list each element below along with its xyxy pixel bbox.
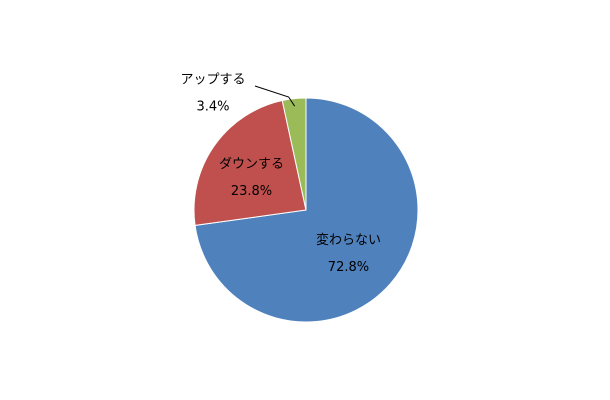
value-label: 72.8% [328, 260, 369, 275]
slice-label: 変わらない [316, 232, 381, 248]
value-label: 23.8% [231, 184, 272, 199]
value-label: 3.4% [196, 100, 229, 115]
slice-label: アップする [180, 73, 245, 88]
pie-slice [193, 99, 307, 226]
pie-slice [194, 97, 419, 323]
leader-line [254, 85, 296, 107]
pie-slice [281, 97, 307, 211]
slice-label: ダウンする [219, 157, 284, 172]
